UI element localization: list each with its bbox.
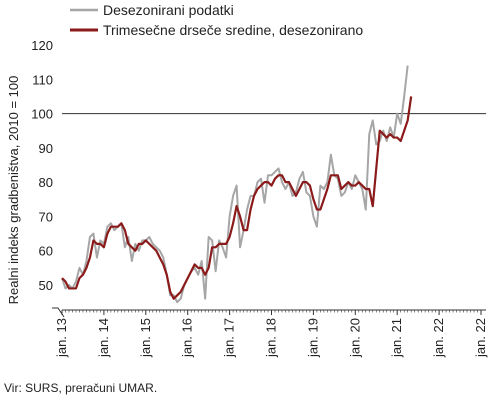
x-tick-label: jan. 13 bbox=[54, 318, 69, 358]
plot-grid bbox=[52, 113, 486, 318]
legend-label: Trimesečne drseče sredine, desezonirano bbox=[103, 22, 363, 38]
series-layer bbox=[61, 65, 413, 304]
x-tick-label: jan. 14 bbox=[96, 318, 111, 358]
y-tick-label: 110 bbox=[32, 72, 53, 87]
y-tick-label: 50 bbox=[39, 278, 53, 293]
y-axis-ticks: 50 60 70 80 90 100 110 120 bbox=[31, 38, 53, 293]
x-tick-label: jan. 20 bbox=[347, 318, 362, 358]
y-tick-label: 60 bbox=[39, 244, 53, 259]
y-axis-label: Realni indeks gradbeništva, 2010 = 100 bbox=[6, 76, 21, 305]
x-tick-label: jan. 21 bbox=[389, 318, 404, 358]
x-tick-label: jan. 16 bbox=[180, 318, 195, 358]
y-tick-label: 120 bbox=[31, 38, 53, 53]
y-tick-label: 90 bbox=[39, 141, 53, 156]
x-tick-label: jan. 17 bbox=[222, 318, 237, 358]
source-note: Vir: SURS, preračuni UMAR. bbox=[4, 381, 158, 395]
x-tick-label: jan. 22 bbox=[473, 318, 488, 358]
x-tick-label: jan. 18 bbox=[264, 318, 279, 358]
series-line-drsece-sredine bbox=[61, 96, 413, 300]
x-tick-label: jan. 19 bbox=[305, 318, 320, 358]
y-tick-label: 70 bbox=[39, 209, 53, 224]
x-tick-label: jan. 22 bbox=[431, 318, 446, 358]
legend: Desezonirani podatki Trimesečne drseče sr… bbox=[70, 2, 363, 38]
x-axis-ticks: jan. 13 jan. 14 jan. 15 jan. 16 jan. 17 jan. … bbox=[54, 318, 488, 358]
x-tick-label: jan. 15 bbox=[138, 318, 153, 358]
legend-label: Desezonirani podatki bbox=[103, 2, 234, 18]
y-tick-label: 80 bbox=[39, 175, 53, 190]
y-tick-label: 100 bbox=[31, 107, 53, 122]
